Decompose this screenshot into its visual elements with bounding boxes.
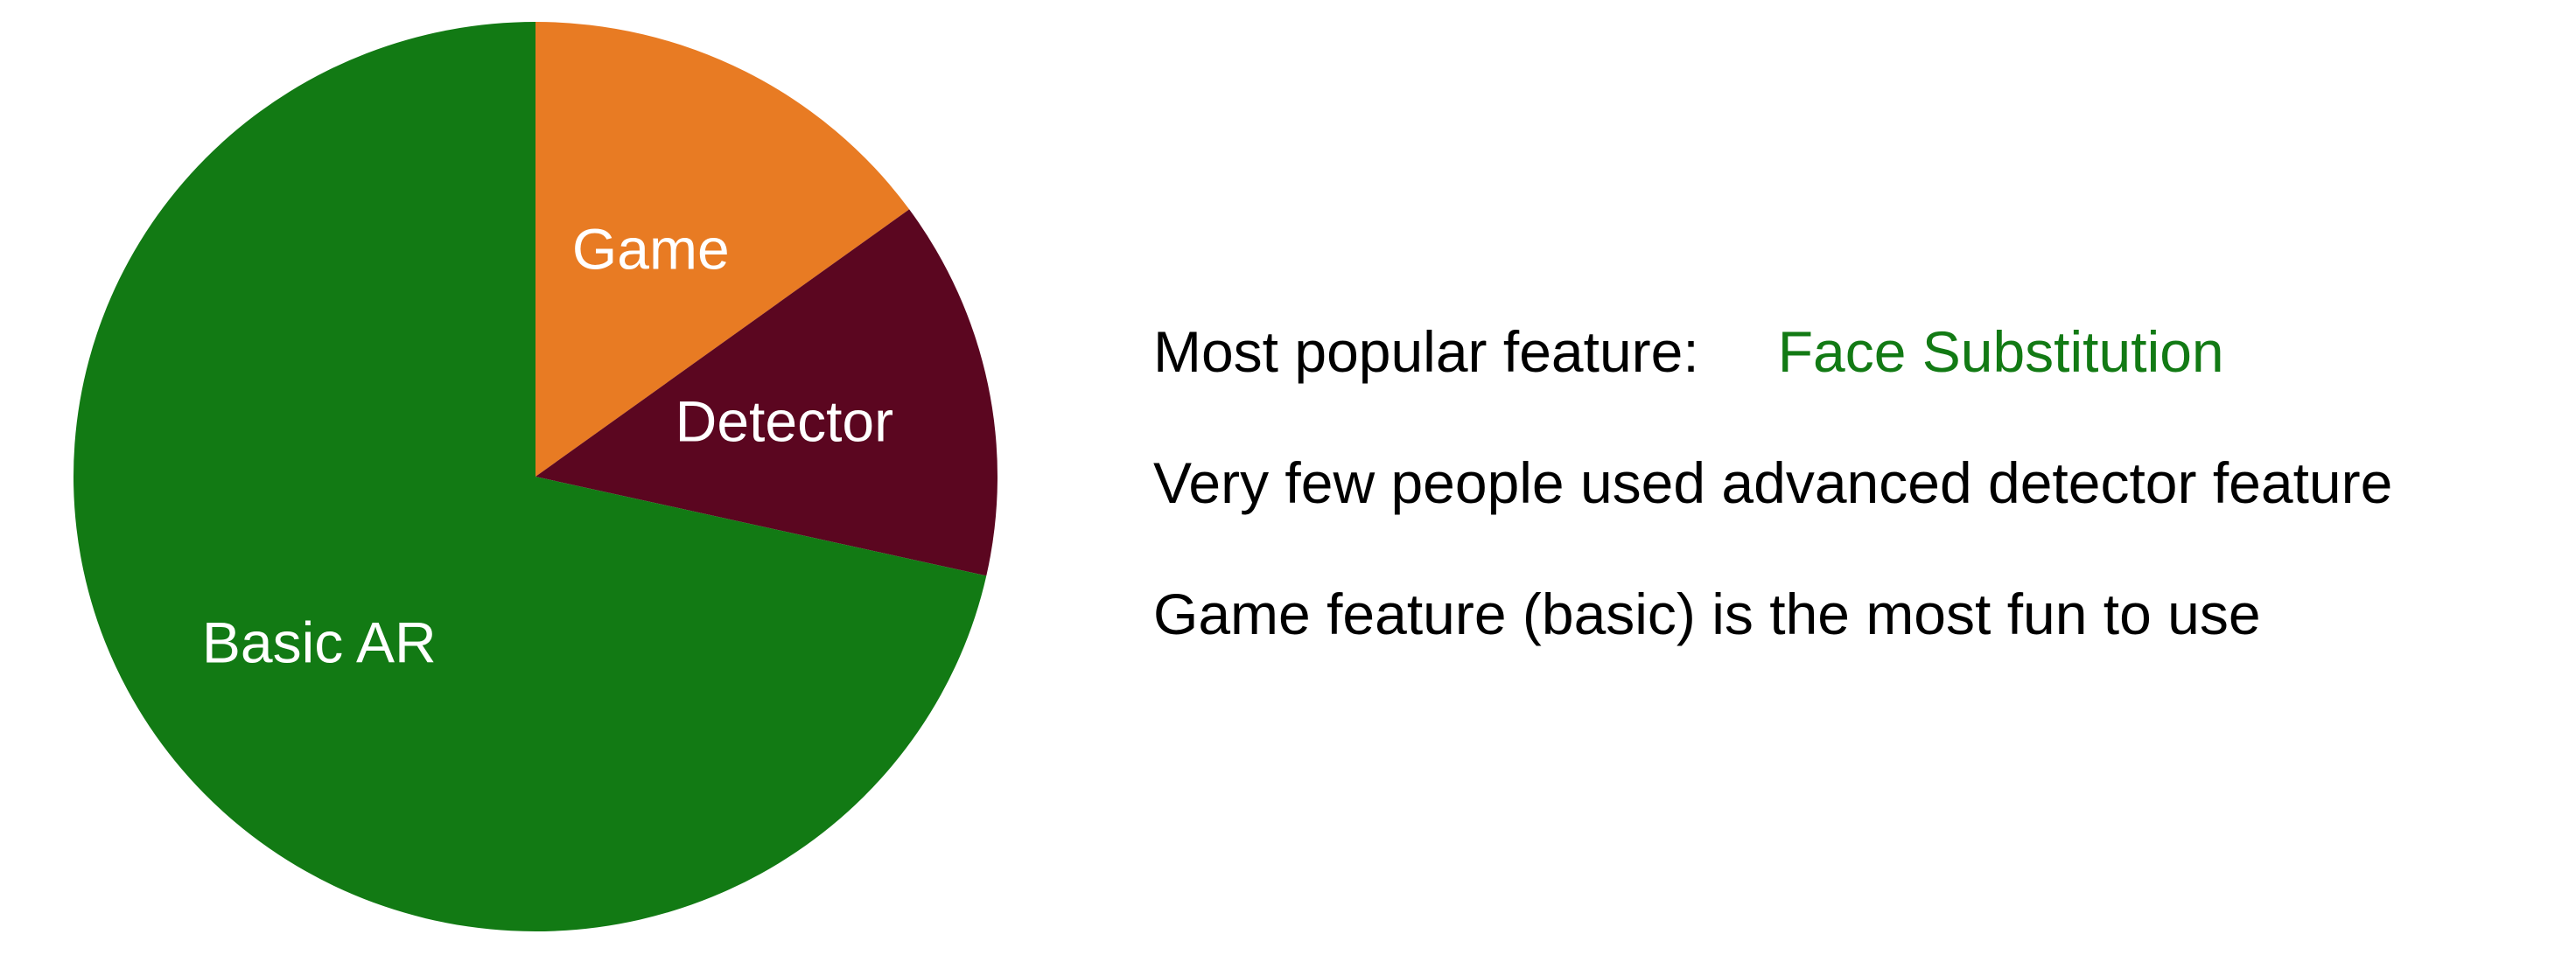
pie-label-basic-ar: Basic AR	[202, 610, 437, 675]
pie-slice-detector	[536, 209, 998, 576]
popular-feature-label: Most popular feature:	[1153, 319, 1699, 384]
pie-label-detector: Detector	[676, 388, 893, 453]
detector-note: Very few people used advanced detector f…	[1153, 450, 2393, 515]
pie-slice-basic-ar	[73, 22, 987, 931]
pie-slices	[73, 22, 998, 931]
popular-feature-line: Most popular feature: Face Substitution	[1153, 308, 2392, 439]
pie-chart: Game Detector Basic AR	[73, 22, 998, 931]
game-note: Game feature (basic) is the most fun to …	[1153, 582, 2261, 646]
pie-label-game: Game	[572, 217, 730, 282]
findings-panel: Most popular feature: Face Substitution V…	[1153, 308, 2392, 701]
pie-slice-game	[536, 22, 910, 477]
pie-labels: Game Detector Basic AR	[202, 217, 893, 675]
popular-feature-value: Face Substitution	[1777, 319, 2224, 384]
